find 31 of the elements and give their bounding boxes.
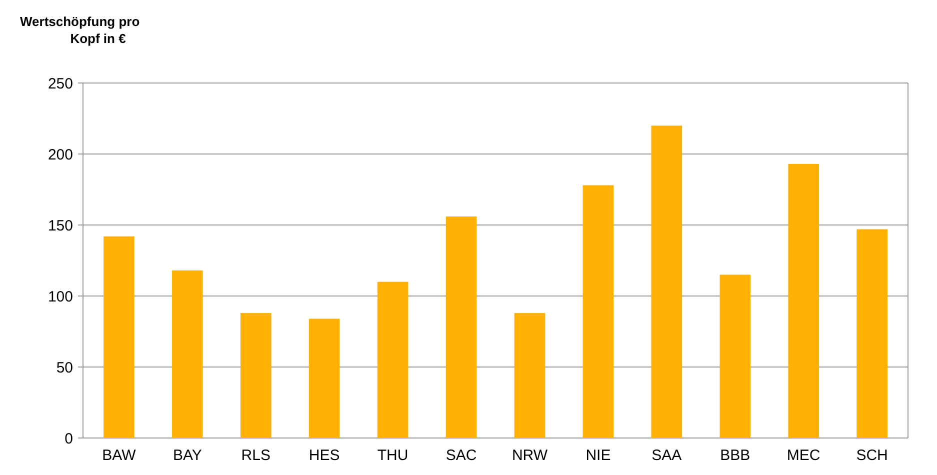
bar	[377, 282, 408, 438]
x-tick-label: SAC	[446, 447, 477, 464]
x-tick-label: HES	[308, 447, 340, 464]
y-tick-label: 0	[64, 430, 73, 448]
bar	[788, 164, 819, 438]
x-tick-label: SCH	[856, 447, 888, 464]
y-tick-label: 100	[48, 288, 73, 306]
bar	[856, 229, 888, 438]
bar	[651, 126, 682, 438]
x-tick-label: NRW	[512, 447, 548, 464]
y-axis-title: Wertschöpfung pro Kopf in €	[20, 14, 140, 46]
bar	[104, 236, 134, 438]
y-tick-label: 150	[48, 217, 73, 234]
bar	[240, 313, 272, 438]
x-tick-label: MEC	[786, 447, 820, 464]
x-tick-label: SAA	[652, 447, 682, 464]
x-tick-label: BBB	[720, 447, 750, 464]
y-tick-label: 250	[48, 75, 73, 92]
x-tick-label: RLS	[241, 447, 270, 464]
y-tick-label: 200	[48, 146, 73, 164]
x-tick-label: BAY	[172, 447, 202, 464]
bar	[720, 274, 751, 438]
x-tick-label: BAW	[102, 447, 137, 464]
bar	[446, 216, 477, 438]
y-tick-label: 50	[56, 359, 73, 376]
bar	[172, 270, 203, 438]
bar	[582, 185, 614, 438]
bar	[308, 318, 340, 438]
x-tick-label: NIE	[586, 447, 611, 464]
x-tick-label: THU	[377, 447, 408, 464]
bar	[514, 313, 546, 438]
